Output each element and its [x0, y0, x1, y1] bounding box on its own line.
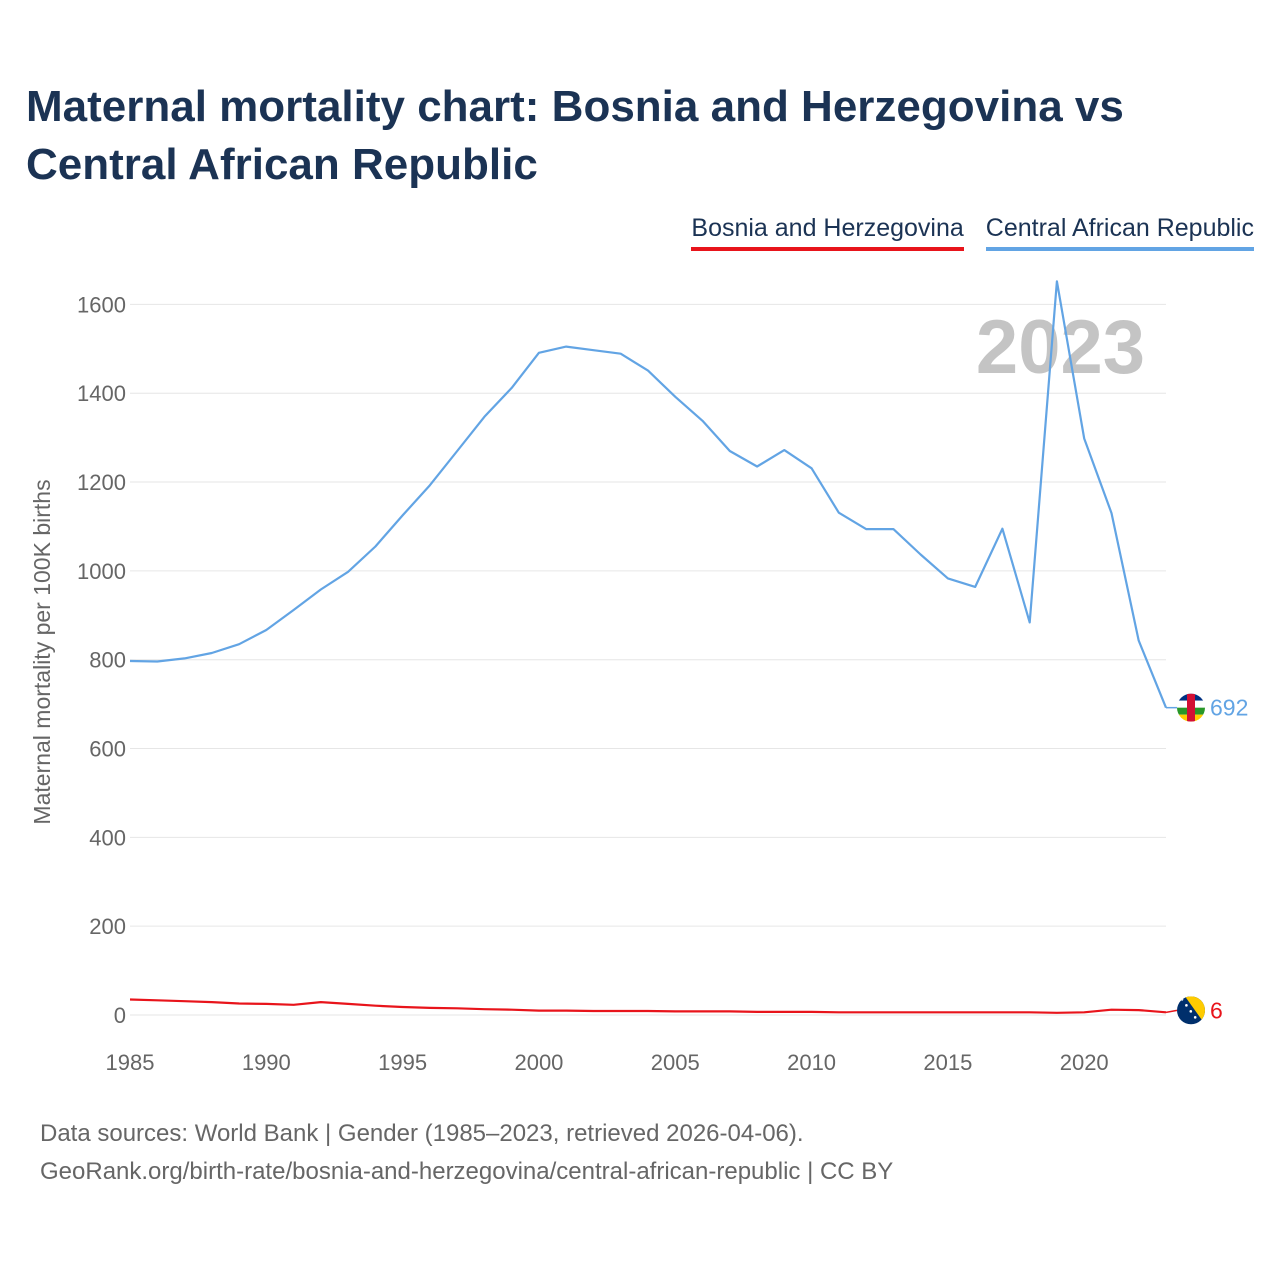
x-tick-label: 1985	[106, 1050, 155, 1075]
source-note: Data sources: World Bank | Gender (1985–…	[40, 1120, 804, 1147]
y-tick-label: 200	[89, 914, 126, 939]
y-tick-label: 600	[89, 737, 126, 762]
x-tick-label: 1990	[242, 1050, 291, 1075]
y-tick-label: 1200	[77, 470, 126, 495]
x-tick-label: 2015	[923, 1050, 972, 1075]
x-tick-label: 2000	[514, 1050, 563, 1075]
legend-item-car[interactable]: Central African Republic	[985, 212, 1254, 251]
year-watermark: 2023	[976, 305, 1145, 390]
series-line-car	[129, 280, 1168, 709]
legend-item-bosnia[interactable]: Bosnia and Herzegovina	[691, 212, 964, 251]
y-tick-label: 1000	[77, 559, 126, 584]
y-tick-label: 1400	[77, 381, 126, 406]
y-axis-label: Maternal mortality per 100K births	[29, 479, 55, 824]
series-layer: 6 692	[129, 280, 1248, 1025]
end-value-label-car: 692	[1210, 695, 1248, 721]
grid-lines	[130, 303, 1166, 1016]
x-tick-label: 1995	[378, 1050, 427, 1075]
source-url[interactable]: GeoRank.org/birth-rate/bosnia-and-herzeg…	[40, 1158, 894, 1185]
flag-icon-car	[1177, 693, 1205, 722]
x-tick-label: 2005	[651, 1050, 700, 1075]
legend: Bosnia and Herzegovina Central African R…	[691, 212, 1254, 251]
y-tick-label: 800	[89, 648, 126, 673]
flag-icon-bih	[1177, 996, 1205, 1025]
y-tick-label: 400	[89, 825, 126, 850]
leader-line-bih	[1165, 1009, 1178, 1014]
y-tick-label: 0	[114, 1003, 126, 1028]
x-tick-label: 2010	[787, 1050, 836, 1075]
series-line-bih	[129, 998, 1167, 1014]
y-axis-ticks: 0 200 400 600 800 1000 1200 1400 1600	[77, 292, 126, 1028]
y-tick-label: 1600	[77, 292, 126, 317]
end-value-label-bih: 6	[1210, 997, 1223, 1023]
chart-title: Maternal mortality chart: Bosnia and Her…	[26, 82, 1124, 189]
x-axis-ticks: 1985 1990 1995 2000 2005 2010 2015 2020	[106, 1050, 1109, 1075]
x-tick-label: 2020	[1060, 1050, 1109, 1075]
